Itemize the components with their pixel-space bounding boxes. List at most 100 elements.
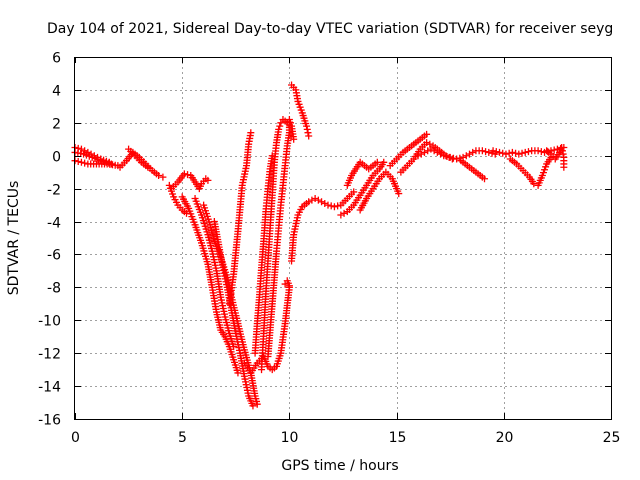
data-point xyxy=(249,402,257,410)
data-point xyxy=(446,153,454,161)
data-point xyxy=(350,188,358,196)
data-point xyxy=(184,171,192,179)
data-point xyxy=(159,173,167,181)
y-axis-label: SDTVAR / TECUs xyxy=(6,181,22,296)
y-tick-label: 6 xyxy=(52,51,61,67)
data-point xyxy=(505,149,513,157)
data-point xyxy=(285,116,293,124)
data-point xyxy=(327,202,335,210)
data-point xyxy=(515,150,523,158)
data-point xyxy=(311,195,319,203)
data-point xyxy=(314,196,322,204)
data-point xyxy=(81,159,89,167)
data-point xyxy=(107,160,115,168)
y-tick-label: -4 xyxy=(47,216,61,232)
data-point xyxy=(305,198,313,206)
data-point xyxy=(337,211,345,219)
data-point xyxy=(550,146,558,154)
data-point xyxy=(77,145,85,153)
y-tick-label: -8 xyxy=(47,281,61,297)
data-point xyxy=(426,140,434,148)
data-point xyxy=(482,148,490,156)
data-point xyxy=(440,152,448,160)
data-point xyxy=(74,157,82,165)
data-point xyxy=(305,132,313,140)
data-point xyxy=(559,150,567,158)
data-point xyxy=(443,153,451,161)
data-point xyxy=(247,129,255,137)
data-point xyxy=(303,122,311,130)
data-point xyxy=(334,202,342,210)
data-point xyxy=(489,147,497,155)
y-tick-label: -12 xyxy=(38,347,61,363)
data-point xyxy=(502,150,510,158)
data-point xyxy=(427,145,435,153)
data-point xyxy=(534,147,542,155)
data-point xyxy=(380,158,388,166)
data-point xyxy=(433,148,441,156)
data-point xyxy=(155,171,163,179)
data-point xyxy=(234,369,242,377)
data-point xyxy=(77,158,85,166)
data-point xyxy=(414,152,422,160)
data-point xyxy=(499,149,507,157)
y-tick-label: -14 xyxy=(38,380,61,396)
data-point xyxy=(485,148,493,156)
y-tick-label: 4 xyxy=(52,84,61,100)
data-point xyxy=(286,119,294,127)
data-point xyxy=(508,148,516,156)
data-point xyxy=(330,203,338,211)
data-point xyxy=(492,148,500,156)
data-point xyxy=(276,122,284,130)
y-tick-label: -10 xyxy=(38,314,61,330)
data-point xyxy=(417,150,425,158)
data-point xyxy=(478,147,486,155)
data-point xyxy=(253,400,261,408)
data-point xyxy=(430,147,438,155)
data-point xyxy=(449,154,457,162)
data-point xyxy=(481,175,489,183)
data-point xyxy=(560,163,568,171)
y-tick-label: 2 xyxy=(52,117,61,133)
data-point xyxy=(321,199,329,207)
x-tick-label: 0 xyxy=(71,430,80,446)
x-tick-label: 15 xyxy=(389,430,407,446)
x-axis-label: GPS time / hours xyxy=(281,458,398,474)
data-point xyxy=(524,148,532,156)
x-tick-label: 10 xyxy=(281,430,299,446)
data-point xyxy=(521,148,529,156)
axis-ticks: 0 5 10 15 20 25 -16 -14 -12 -10 -8 -6 -4 -2 0 2 4 6 xyxy=(38,51,620,447)
data-point xyxy=(518,149,526,157)
data-points xyxy=(71,81,568,410)
y-tick-label: 0 xyxy=(52,150,61,166)
data-point xyxy=(324,201,332,209)
data-point xyxy=(437,150,445,158)
data-point xyxy=(285,282,293,290)
data-point xyxy=(373,158,381,166)
data-point xyxy=(512,149,520,157)
data-point xyxy=(465,150,473,158)
y-tick-label: -2 xyxy=(47,183,61,199)
data-point xyxy=(81,147,89,155)
y-tick-label: -6 xyxy=(47,248,61,264)
y-tick-label: -16 xyxy=(38,413,61,429)
data-point xyxy=(275,125,283,133)
chart-title: Day 104 of 2021, Sidereal Day-to-day VTE… xyxy=(47,21,613,37)
data-point xyxy=(558,147,566,155)
data-point xyxy=(530,180,538,188)
x-tick-label: 20 xyxy=(496,430,514,446)
data-point xyxy=(424,147,432,155)
data-point xyxy=(204,176,212,184)
plot-frame xyxy=(74,57,612,420)
data-point xyxy=(469,148,477,156)
data-point xyxy=(395,190,403,198)
data-point xyxy=(537,148,545,156)
data-point xyxy=(144,163,152,171)
data-point xyxy=(318,198,326,206)
data-point xyxy=(290,135,298,143)
data-point xyxy=(423,130,431,138)
data-point xyxy=(462,152,470,160)
data-point xyxy=(230,343,238,351)
